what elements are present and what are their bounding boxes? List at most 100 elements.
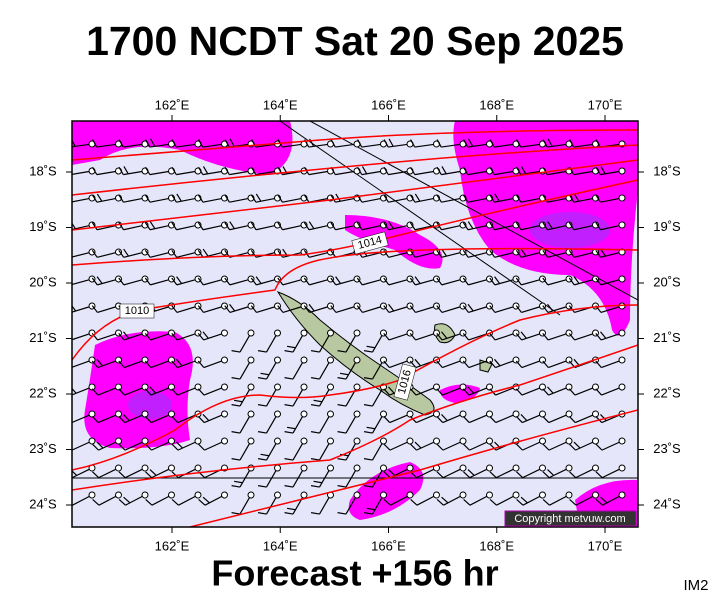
- barb-shaft: [371, 389, 383, 407]
- barb-tick: [197, 222, 204, 231]
- wind-barb: [436, 491, 467, 506]
- barb-tick: [410, 499, 418, 506]
- barb-shaft: [282, 197, 302, 203]
- barb-shaft: [125, 495, 143, 506]
- barb-tick: [123, 166, 129, 175]
- barb-shaft: [124, 468, 143, 479]
- barb-tick: [568, 388, 576, 396]
- barb-tick: [388, 221, 394, 230]
- barb-tick: [595, 499, 603, 506]
- barb-shaft: [442, 387, 461, 396]
- wind-barb: [198, 437, 228, 451]
- barb-tick: [337, 512, 347, 515]
- barb-shaft: [495, 360, 514, 369]
- wind-barb: [310, 329, 334, 353]
- barb-shaft: [72, 306, 90, 314]
- wind-barb: [197, 410, 228, 424]
- barb-tick: [383, 443, 391, 451]
- barb-shaft: [151, 414, 169, 424]
- barb-tick: [123, 248, 129, 257]
- barb-station: [353, 464, 361, 472]
- barb-tick: [118, 139, 124, 148]
- wind-barb: [310, 410, 334, 434]
- barb-tick: [409, 277, 416, 286]
- barb-tick: [363, 431, 373, 434]
- barb-shaft: [521, 360, 540, 369]
- wind-barb: [337, 383, 361, 407]
- barb-tick: [66, 222, 71, 230]
- wind-barb: [463, 464, 493, 479]
- barb-shaft: [600, 306, 620, 314]
- barb-tick: [92, 166, 98, 175]
- isobar: [72, 129, 638, 161]
- barb-tick: [330, 305, 337, 313]
- barb-shaft: [520, 197, 540, 203]
- barb-tick: [414, 441, 422, 449]
- barb-shaft: [600, 252, 620, 258]
- barb-tick: [542, 471, 550, 479]
- wind-barb: [569, 166, 599, 176]
- rain-area: [72, 121, 293, 175]
- lat-label: 21˚S: [653, 330, 681, 345]
- barb-tick: [388, 386, 395, 394]
- barb-shaft: [335, 197, 355, 203]
- barb-shaft: [575, 441, 594, 451]
- barb-shaft: [96, 225, 116, 231]
- barb-tick: [149, 221, 156, 230]
- barb-shaft: [292, 416, 304, 434]
- barb-shaft: [318, 470, 330, 488]
- lat-label: 23˚S: [653, 441, 681, 456]
- barb-station: [380, 410, 387, 418]
- wind-barb: [436, 248, 467, 258]
- barb-shaft: [202, 143, 222, 148]
- barb-shaft: [202, 225, 222, 231]
- barb-shaft: [467, 170, 487, 176]
- barb-shaft: [318, 497, 330, 515]
- barb-tick: [363, 377, 373, 380]
- barb-shaft: [318, 443, 330, 461]
- barb-tick: [383, 139, 389, 148]
- barb-tick: [595, 194, 601, 203]
- barb-tick: [257, 431, 267, 434]
- barb-tick: [515, 249, 522, 258]
- wind-barb: [410, 437, 440, 451]
- barb-station: [618, 194, 626, 202]
- barb-shaft: [97, 279, 116, 286]
- barb-tick: [96, 193, 103, 202]
- barb-tick: [339, 372, 349, 376]
- barb-station: [353, 329, 361, 337]
- barb-tick: [66, 332, 71, 341]
- wind-barb: [363, 356, 387, 380]
- barb-shaft: [415, 306, 434, 314]
- barb-shaft: [441, 143, 461, 148]
- wind-barb: [171, 356, 202, 369]
- wind-barb: [516, 139, 546, 148]
- wind-barb: [118, 437, 149, 451]
- barb-tick: [516, 166, 522, 175]
- barb-tick: [303, 222, 310, 231]
- barb-shaft: [494, 197, 514, 203]
- barb-tick: [145, 139, 151, 148]
- barb-shaft: [414, 197, 434, 203]
- barb-station: [327, 437, 334, 445]
- barb-tick: [284, 485, 294, 488]
- barb-tick: [409, 332, 417, 341]
- barb-tick: [171, 194, 177, 203]
- barb-shaft: [371, 362, 383, 380]
- barb-tick: [330, 222, 337, 231]
- barb-tick: [123, 331, 130, 339]
- barb-shaft: [415, 333, 434, 341]
- wind-barb: [310, 464, 334, 488]
- wind-barb: [171, 248, 202, 258]
- barb-tick: [330, 249, 337, 258]
- barb-tick: [363, 458, 373, 461]
- lon-label: 168˚E: [479, 538, 514, 553]
- barb-shaft: [98, 468, 117, 479]
- barb-shaft: [204, 495, 223, 506]
- barb-tick: [356, 222, 363, 231]
- title: 1700 NCDT Sat 20 Sep 2025: [86, 18, 624, 64]
- wind-barb: [197, 383, 228, 396]
- barb-station: [274, 356, 281, 364]
- barb-shaft: [494, 279, 514, 286]
- barb-tick: [176, 358, 183, 367]
